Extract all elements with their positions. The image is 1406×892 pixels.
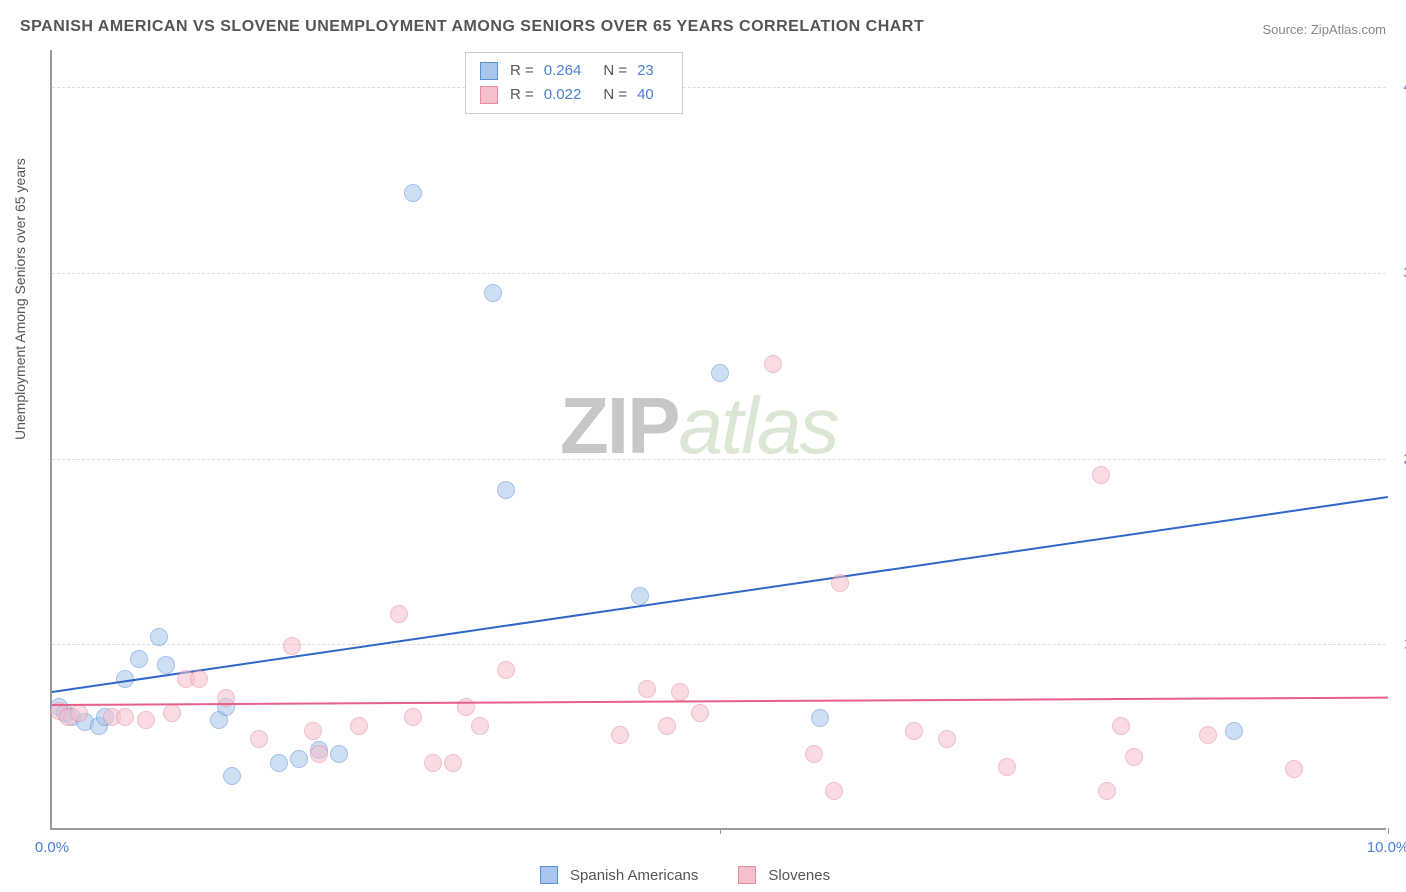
scatter-point: [116, 708, 134, 726]
legend-swatch: [540, 866, 558, 884]
x-tick-mark: [720, 828, 721, 834]
scatter-point: [938, 730, 956, 748]
scatter-point: [998, 758, 1016, 776]
scatter-point: [811, 709, 829, 727]
source-attribution: Source: ZipAtlas.com: [1262, 22, 1386, 37]
stats-legend-row: R = 0.022 N = 40: [480, 83, 668, 107]
trend-line: [52, 696, 1388, 705]
scatter-point: [70, 704, 88, 722]
scatter-point: [157, 656, 175, 674]
scatter-point: [484, 284, 502, 302]
legend-item: Spanish Americans: [540, 866, 698, 884]
scatter-point: [404, 708, 422, 726]
scatter-point: [1092, 466, 1110, 484]
r-value: 0.022: [544, 83, 582, 107]
scatter-point: [1098, 782, 1116, 800]
scatter-point: [150, 628, 168, 646]
x-tick-label: 10.0%: [1367, 839, 1406, 856]
scatter-point: [250, 730, 268, 748]
legend-item: Slovenes: [738, 866, 830, 884]
scatter-point: [611, 726, 629, 744]
n-label: N =: [603, 83, 627, 107]
scatter-point: [190, 670, 208, 688]
scatter-point: [658, 717, 676, 735]
legend-swatch: [480, 62, 498, 80]
scatter-point: [711, 364, 729, 382]
scatter-point: [825, 782, 843, 800]
scatter-point: [390, 605, 408, 623]
scatter-point: [631, 587, 649, 605]
scatter-point: [350, 717, 368, 735]
r-value: 0.264: [544, 59, 582, 83]
trend-line: [52, 496, 1388, 693]
n-value: 23: [637, 59, 654, 83]
scatter-point: [497, 481, 515, 499]
x-tick-label: 0.0%: [35, 839, 69, 856]
legend-swatch: [738, 866, 756, 884]
scatter-point: [1112, 717, 1130, 735]
series-legend: Spanish Americans Slovenes: [540, 866, 830, 884]
plot-area: 10.0%20.0%30.0%40.0%0.0%10.0%: [50, 50, 1386, 830]
gridline: [52, 644, 1386, 645]
r-label: R =: [510, 83, 534, 107]
scatter-point: [764, 355, 782, 373]
scatter-point: [831, 574, 849, 592]
scatter-point: [1285, 760, 1303, 778]
scatter-point: [1125, 748, 1143, 766]
scatter-point: [671, 683, 689, 701]
scatter-point: [304, 722, 322, 740]
scatter-point: [290, 750, 308, 768]
stats-legend: R = 0.264 N = 23 R = 0.022 N = 40: [465, 52, 683, 114]
legend-swatch: [480, 86, 498, 104]
scatter-point: [130, 650, 148, 668]
scatter-point: [805, 745, 823, 763]
gridline: [52, 459, 1386, 460]
scatter-point: [283, 637, 301, 655]
n-label: N =: [603, 59, 627, 83]
y-axis-label: Unemployment Among Seniors over 65 years: [12, 158, 28, 440]
gridline: [52, 273, 1386, 274]
stats-legend-row: R = 0.264 N = 23: [480, 59, 668, 83]
n-value: 40: [637, 83, 654, 107]
scatter-point: [137, 711, 155, 729]
scatter-point: [497, 661, 515, 679]
scatter-point: [444, 754, 462, 772]
x-tick-mark: [1388, 828, 1389, 834]
scatter-point: [310, 745, 328, 763]
r-label: R =: [510, 59, 534, 83]
scatter-point: [270, 754, 288, 772]
scatter-point: [163, 704, 181, 722]
scatter-point: [223, 767, 241, 785]
scatter-point: [424, 754, 442, 772]
scatter-point: [471, 717, 489, 735]
chart-title: SPANISH AMERICAN VS SLOVENE UNEMPLOYMENT…: [20, 18, 924, 36]
scatter-point: [905, 722, 923, 740]
legend-label: Spanish Americans: [570, 867, 698, 884]
scatter-point: [404, 184, 422, 202]
scatter-point: [691, 704, 709, 722]
gridline: [52, 87, 1386, 88]
scatter-point: [638, 680, 656, 698]
scatter-point: [1199, 726, 1217, 744]
legend-label: Slovenes: [768, 867, 830, 884]
scatter-point: [330, 745, 348, 763]
scatter-point: [1225, 722, 1243, 740]
